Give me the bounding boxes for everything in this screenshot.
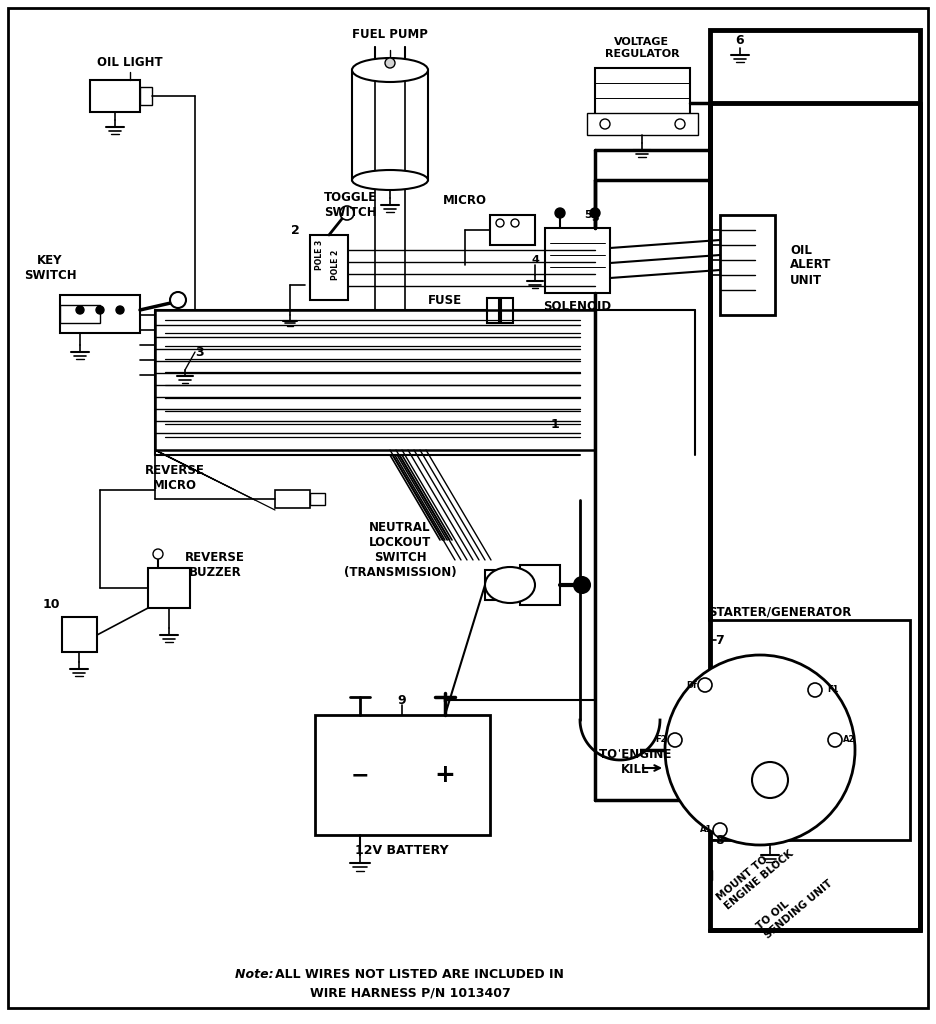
- Polygon shape: [545, 228, 610, 293]
- Polygon shape: [720, 215, 775, 315]
- Circle shape: [153, 549, 163, 559]
- Text: 6: 6: [736, 34, 744, 46]
- Text: POLE 2: POLE 2: [330, 250, 340, 281]
- Text: TOGGLE
SWITCH: TOGGLE SWITCH: [324, 191, 376, 219]
- Text: 9: 9: [398, 693, 406, 707]
- Polygon shape: [485, 570, 520, 600]
- Circle shape: [511, 219, 519, 227]
- Ellipse shape: [352, 58, 428, 82]
- Circle shape: [170, 292, 186, 308]
- Text: 10: 10: [42, 598, 60, 611]
- Text: NEUTRAL
LOCKOUT
SWITCH
(TRANSMISSION): NEUTRAL LOCKOUT SWITCH (TRANSMISSION): [344, 521, 457, 579]
- Polygon shape: [60, 305, 100, 323]
- Circle shape: [665, 655, 855, 845]
- Text: 7: 7: [716, 634, 724, 646]
- Text: OIL LIGHT: OIL LIGHT: [97, 55, 163, 69]
- Circle shape: [698, 678, 712, 692]
- Polygon shape: [587, 113, 698, 135]
- Circle shape: [574, 577, 590, 593]
- Polygon shape: [140, 87, 152, 105]
- Text: ALL WIRES NOT LISTED ARE INCLUDED IN: ALL WIRES NOT LISTED ARE INCLUDED IN: [275, 969, 563, 981]
- Text: REVERSE
MICRO: REVERSE MICRO: [145, 464, 205, 492]
- Polygon shape: [595, 68, 690, 128]
- Text: 3: 3: [196, 345, 204, 358]
- Polygon shape: [620, 720, 640, 760]
- Polygon shape: [148, 568, 190, 608]
- Circle shape: [713, 823, 727, 837]
- Circle shape: [752, 762, 788, 798]
- Circle shape: [340, 206, 354, 220]
- Text: +: +: [434, 763, 456, 787]
- Text: FUEL PUMP: FUEL PUMP: [352, 29, 428, 42]
- Text: OIL
ALERT
UNIT: OIL ALERT UNIT: [790, 244, 831, 287]
- Text: A2: A2: [843, 735, 856, 744]
- Circle shape: [76, 306, 84, 314]
- Circle shape: [116, 306, 124, 314]
- Text: F1: F1: [827, 685, 839, 694]
- Polygon shape: [520, 565, 560, 605]
- Text: Df: Df: [686, 681, 697, 689]
- Text: TO ENGINE
KILL: TO ENGINE KILL: [599, 748, 671, 776]
- Text: 1: 1: [550, 419, 560, 431]
- Polygon shape: [310, 493, 325, 505]
- Circle shape: [590, 208, 600, 218]
- Text: 5: 5: [584, 210, 592, 220]
- Polygon shape: [352, 70, 428, 180]
- Polygon shape: [487, 298, 499, 323]
- Circle shape: [668, 733, 682, 746]
- Polygon shape: [275, 490, 310, 508]
- Text: 4: 4: [531, 255, 539, 265]
- Polygon shape: [62, 617, 97, 652]
- Text: KEY
SWITCH: KEY SWITCH: [23, 254, 77, 282]
- Text: REVERSE
BUZZER: REVERSE BUZZER: [185, 551, 245, 579]
- Circle shape: [808, 683, 822, 697]
- Circle shape: [600, 119, 610, 129]
- Ellipse shape: [485, 567, 535, 603]
- Text: F2: F2: [655, 735, 667, 744]
- Ellipse shape: [352, 170, 428, 190]
- Polygon shape: [490, 215, 535, 245]
- Circle shape: [675, 119, 685, 129]
- Text: −: −: [351, 765, 370, 785]
- Text: WIRE HARNESS P/N 1013407: WIRE HARNESS P/N 1013407: [310, 986, 511, 999]
- Text: 5: 5: [592, 213, 599, 223]
- Text: VOLTAGE
REGULATOR: VOLTAGE REGULATOR: [605, 37, 680, 58]
- Text: 12V BATTERY: 12V BATTERY: [355, 844, 449, 856]
- Text: MICRO: MICRO: [443, 194, 487, 207]
- Circle shape: [555, 208, 565, 218]
- Text: Note:: Note:: [235, 969, 278, 981]
- Polygon shape: [90, 80, 140, 112]
- Text: FUSE: FUSE: [428, 294, 462, 306]
- Text: POLE 3: POLE 3: [315, 240, 325, 270]
- Polygon shape: [310, 234, 348, 300]
- Text: SOLENOID: SOLENOID: [543, 300, 611, 313]
- Text: MOUNT TO
ENGINE BLOCK: MOUNT TO ENGINE BLOCK: [715, 839, 795, 911]
- Circle shape: [385, 58, 395, 68]
- Polygon shape: [315, 715, 490, 835]
- Text: 2: 2: [290, 223, 300, 237]
- Circle shape: [96, 306, 104, 314]
- Text: STARTER/GENERATOR: STARTER/GENERATOR: [709, 605, 852, 618]
- Polygon shape: [501, 298, 513, 323]
- Circle shape: [828, 733, 842, 746]
- Polygon shape: [60, 295, 140, 333]
- Polygon shape: [8, 8, 928, 1008]
- Text: TO OIL
SENDING UNIT: TO OIL SENDING UNIT: [755, 869, 834, 941]
- Text: A1: A1: [699, 825, 712, 835]
- Circle shape: [496, 219, 504, 227]
- Text: 8: 8: [716, 834, 724, 847]
